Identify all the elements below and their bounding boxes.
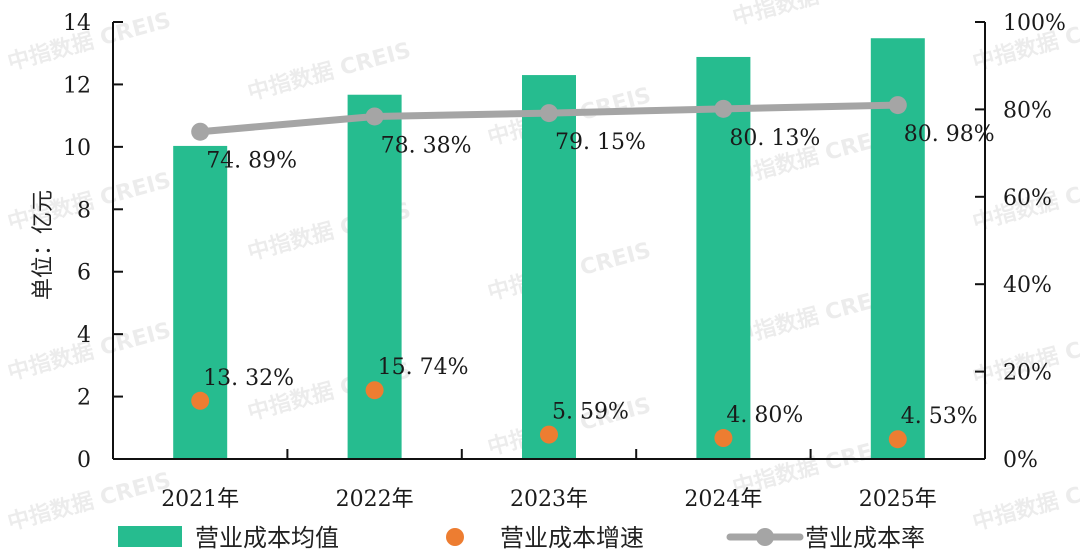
legend-label-cost-average: 营业成本均值: [195, 524, 339, 552]
cost-rate-label: 80. 98%: [904, 122, 995, 147]
bar: [173, 145, 228, 459]
cost-growth-dot: [540, 425, 558, 444]
left-tick-label: 8: [77, 198, 91, 223]
legend-label-cost-growth: 营业成本增速: [500, 524, 644, 552]
cost-growth-dot: [365, 381, 384, 400]
right-tick-label: 60%: [1003, 186, 1052, 211]
legend-label-cost-rate: 营业成本率: [805, 524, 925, 552]
cost-rate-label: 74. 89%: [206, 149, 297, 174]
data-labels: 74. 89% 78. 38% 79. 15% 80. 13% 80. 98% 13. 3…: [203, 122, 994, 429]
bar: [696, 56, 751, 460]
cost-rate-marker: [888, 96, 907, 115]
left-tick-label: 6: [77, 261, 91, 286]
scatter-series-cost-growth: [191, 381, 907, 449]
cost-rate-label: 80. 13%: [729, 126, 820, 151]
right-tick-label: 100%: [1003, 11, 1066, 36]
x-tick-label: 2025年: [859, 487, 937, 512]
watermark-text: 中指数据 CREIS: [970, 467, 1080, 536]
cost-rate-label: 78. 38%: [381, 133, 472, 158]
left-tick-label: 12: [63, 73, 91, 98]
cost-growth-dot: [888, 430, 907, 449]
left-tick-label: 10: [63, 136, 91, 161]
cost-growth-label: 13. 32%: [203, 366, 294, 391]
axes: 0 2 4 6 8 10 12 14 0% 20% 40% 60% 80% 100% 2021年 2022年 2…: [63, 11, 1066, 512]
legend-bar-swatch: [118, 526, 182, 547]
cost-growth-dot: [191, 391, 210, 410]
cost-growth-dot: [714, 429, 733, 448]
cost-rate-marker: [191, 122, 210, 141]
cost-growth-label: 15. 74%: [378, 355, 469, 380]
right-tick-label: 40%: [1003, 273, 1052, 298]
cost-growth-label: 5. 59%: [552, 400, 629, 425]
left-tick-label: 2: [77, 386, 91, 411]
bar: [522, 75, 576, 460]
x-tick-label: 2021年: [161, 487, 239, 512]
left-tick-label: 4: [77, 323, 91, 348]
right-tick-label: 20%: [1003, 361, 1052, 386]
bar-series-cost-average: [173, 38, 925, 460]
right-tick-label: 0%: [1003, 448, 1038, 473]
watermark-text: 中指数据 CREIS: [730, 0, 899, 31]
cost-growth-label: 4. 53%: [901, 404, 978, 429]
legend-dot-swatch: [446, 528, 464, 546]
x-tick-label: 2024年: [684, 487, 762, 512]
line-series-cost-rate: [191, 96, 907, 141]
x-tick-label: 2022年: [336, 487, 414, 512]
legend: 营业成本均值 营业成本增速 营业成本率: [118, 524, 925, 552]
x-tick-label: 2023年: [510, 487, 588, 512]
cost-growth-label: 4. 80%: [726, 403, 803, 428]
watermark-text: 中指数据 CREIS: [5, 467, 174, 536]
cost-rate-marker: [540, 104, 558, 123]
y-axis-title: 单位：亿元: [31, 190, 56, 300]
legend-line-marker: [756, 528, 774, 546]
cost-rate-label: 79. 15%: [555, 130, 646, 155]
cost-rate-marker: [365, 107, 384, 126]
cost-rate-marker: [714, 99, 733, 118]
right-tick-label: 80%: [1003, 98, 1052, 123]
left-tick-label: 14: [63, 11, 91, 36]
left-tick-label: 0: [77, 448, 91, 473]
